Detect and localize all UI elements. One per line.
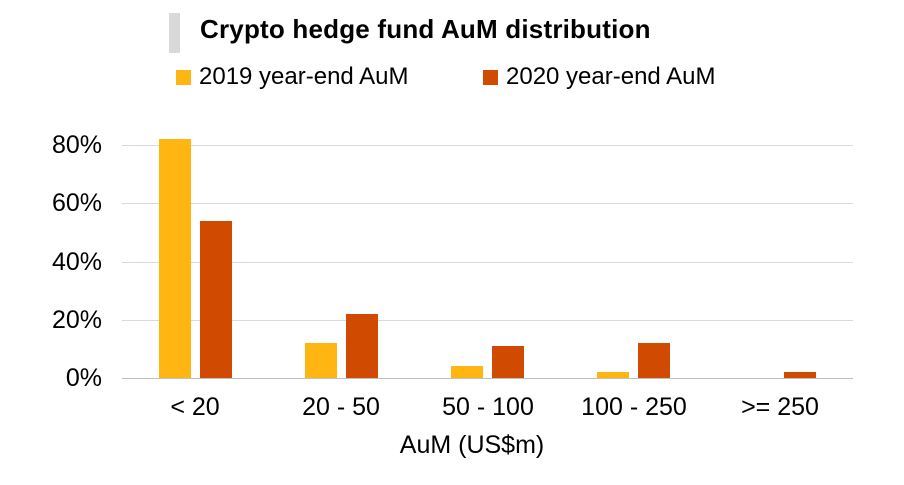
y-tick-label-40: 40% [51,248,102,276]
legend-swatch-2019-icon [176,69,191,85]
legend-label-2019: 2019 year-end AuM [199,63,409,90]
x-category-label-3: 100 - 250 [581,393,687,421]
bar-2020-category-3 [638,343,670,378]
legend-item-2019: 2019 year-end AuM [176,63,408,91]
bar-2019-category-2 [451,366,483,378]
bar-2020-category-1 [346,314,378,378]
legend-label-2020: 2020 year-end AuM [506,63,716,90]
gridline-40pct [122,262,853,263]
bar-2020-category-4 [784,372,816,378]
y-tick-label-0: 0% [65,364,102,392]
x-axis-title: AuM (US$m) [399,431,545,459]
x-axis-line [122,378,853,379]
bar-2020-category-0 [200,221,232,378]
gridline-20pct [122,320,853,321]
x-category-label-0: < 20 [170,393,220,421]
title-accent-bar [169,13,180,53]
gridline-80pct [122,145,853,146]
y-tick-label-60: 60% [51,189,102,217]
bar-2019-category-3 [597,372,629,378]
legend-swatch-2020-icon [483,69,498,85]
y-tick-label-20: 20% [51,306,102,334]
chart-title: Crypto hedge fund AuM distribution [200,14,651,44]
x-category-label-4: >= 250 [741,393,819,421]
gridline-60pct [122,203,853,204]
bar-2019-category-0 [159,139,191,378]
y-tick-label-80: 80% [51,131,102,159]
bar-2020-category-2 [492,346,524,378]
bar-2019-category-1 [305,343,337,378]
legend-item-2020: 2020 year-end AuM [483,63,715,91]
x-category-label-1: 20 - 50 [302,393,380,421]
x-category-label-2: 50 - 100 [442,393,534,421]
